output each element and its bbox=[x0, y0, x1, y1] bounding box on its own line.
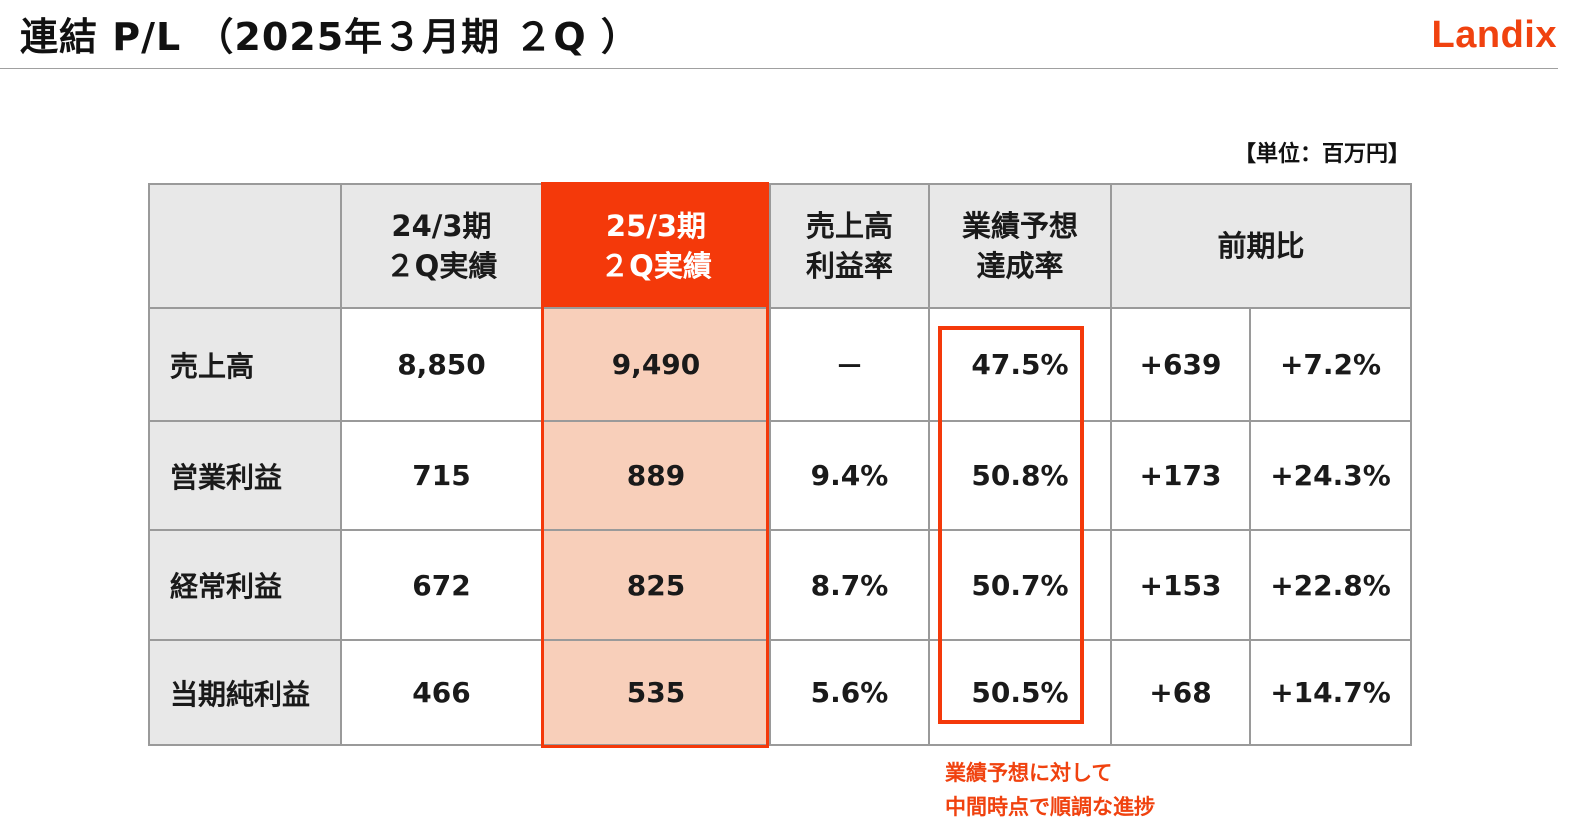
header-line: 前期比 bbox=[1217, 229, 1305, 263]
header-line: 24/3期 bbox=[391, 209, 492, 243]
curr-value-cell: 825 bbox=[541, 529, 771, 641]
table-row: 経常利益 672 825 8.7% 50.7% +153 +22.8% bbox=[148, 529, 1412, 641]
yoy-abs-cell: +153 bbox=[1110, 529, 1251, 641]
unit-label: 【単位：百万円】 bbox=[1233, 142, 1410, 167]
achievement-cell: 50.8% bbox=[928, 420, 1112, 531]
row-label: 当期純利益 bbox=[148, 639, 342, 746]
achievement-note: 業績予想に対して 中間時点で順調な進捗 bbox=[945, 756, 1155, 824]
note-line: 中間時点で順調な進捗 bbox=[945, 795, 1155, 819]
margin-cell: 9.4% bbox=[769, 420, 930, 531]
curr-value-cell: 889 bbox=[541, 420, 771, 531]
table-row: 売上高 8,850 9,490 － 47.5% +639 +7.2% bbox=[148, 307, 1412, 422]
header-line: 利益率 bbox=[805, 249, 893, 283]
achievement-cell: 50.7% bbox=[928, 529, 1112, 641]
margin-cell: 5.6% bbox=[769, 639, 930, 746]
row-label: 営業利益 bbox=[148, 420, 342, 531]
header-row: 24/3期 ２Q実績 25/3期 ２Q実績 売上高 利益率 業績予想 達成率 前… bbox=[148, 183, 1412, 309]
curr-value-cell: 535 bbox=[541, 639, 771, 746]
header-yoy: 前期比 bbox=[1110, 183, 1412, 309]
header-line: 達成率 bbox=[976, 249, 1064, 283]
curr-value-cell: 9,490 bbox=[541, 307, 771, 422]
prev-value-cell: 715 bbox=[340, 420, 543, 531]
company-logo: Landix bbox=[1431, 14, 1557, 56]
prev-value-cell: 672 bbox=[340, 529, 543, 641]
margin-cell: － bbox=[769, 307, 930, 422]
header-prev-2q: 24/3期 ２Q実績 bbox=[340, 183, 543, 309]
page-title: 連結 P/L （2025年３月期 ２Q ） bbox=[20, 15, 640, 59]
header-line: ２Q実績 bbox=[385, 249, 498, 283]
prev-value-cell: 8,850 bbox=[340, 307, 543, 422]
header-achievement-rate: 業績予想 達成率 bbox=[928, 183, 1112, 309]
title-divider bbox=[0, 68, 1558, 69]
header-curr-2q: 25/3期 ２Q実績 bbox=[541, 183, 771, 309]
yoy-pct-cell: +14.7% bbox=[1249, 639, 1412, 746]
prev-value-cell: 466 bbox=[340, 639, 543, 746]
achievement-cell: 47.5% bbox=[928, 307, 1112, 422]
yoy-abs-cell: +173 bbox=[1110, 420, 1251, 531]
yoy-pct-cell: +7.2% bbox=[1249, 307, 1412, 422]
header-line: ２Q実績 bbox=[600, 249, 712, 283]
note-line: 業績予想に対して bbox=[945, 761, 1113, 785]
header-blank-cell bbox=[148, 183, 342, 309]
header-line: 業績予想 bbox=[961, 209, 1078, 243]
yoy-abs-cell: +68 bbox=[1110, 639, 1251, 746]
yoy-pct-cell: +22.8% bbox=[1249, 529, 1412, 641]
table-row: 営業利益 715 889 9.4% 50.8% +173 +24.3% bbox=[148, 420, 1412, 531]
table-row: 当期純利益 466 535 5.6% 50.5% +68 +14.7% bbox=[148, 639, 1412, 746]
pl-table: 24/3期 ２Q実績 25/3期 ２Q実績 売上高 利益率 業績予想 達成率 前… bbox=[148, 183, 1412, 746]
row-label: 経常利益 bbox=[148, 529, 342, 641]
yoy-abs-cell: +639 bbox=[1110, 307, 1251, 422]
row-label: 売上高 bbox=[148, 307, 342, 422]
margin-cell: 8.7% bbox=[769, 529, 930, 641]
header-line: 売上高 bbox=[805, 209, 893, 243]
header-line: 25/3期 bbox=[605, 209, 707, 243]
header-sales-margin: 売上高 利益率 bbox=[769, 183, 930, 309]
yoy-pct-cell: +24.3% bbox=[1249, 420, 1412, 531]
achievement-cell: 50.5% bbox=[928, 639, 1112, 746]
